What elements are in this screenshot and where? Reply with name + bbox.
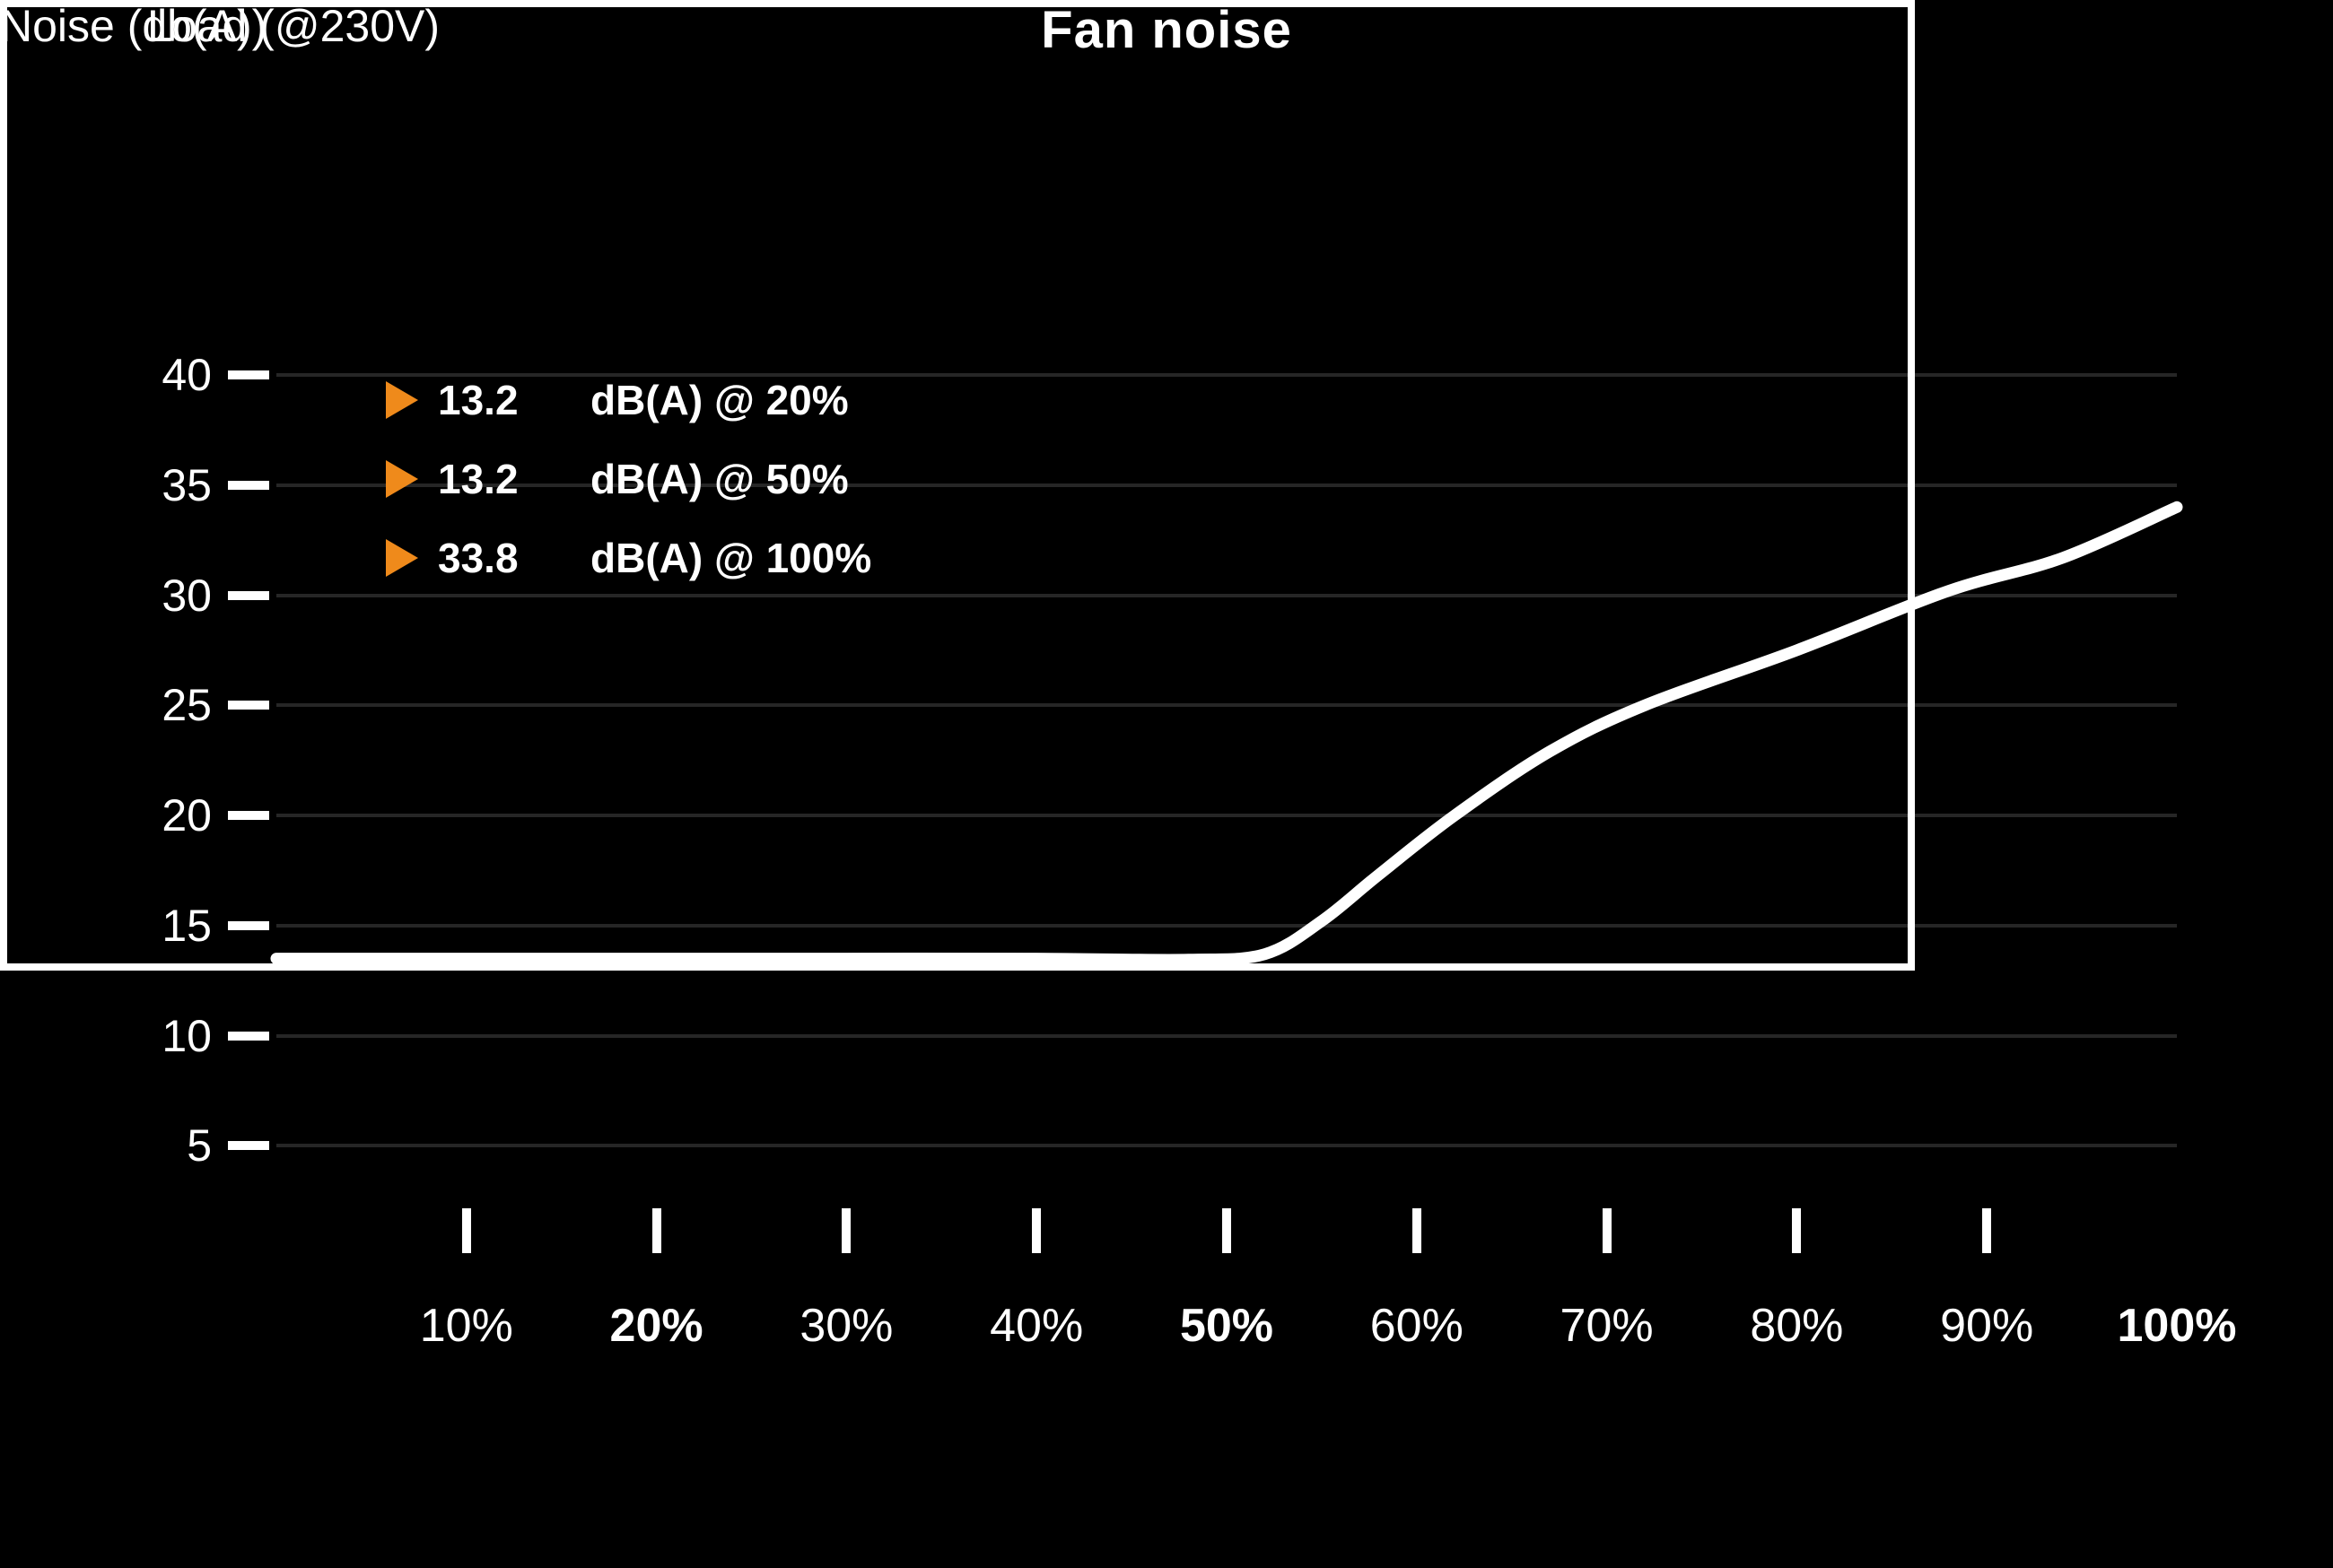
x-tick-label-50%: 50% — [1179, 1300, 1274, 1352]
x-tick-30% — [842, 1208, 852, 1253]
gridline-5 — [276, 1144, 2177, 1148]
x-tick-label-20%: 20% — [609, 1300, 703, 1352]
x-tick-label-60%: 60% — [1369, 1300, 1464, 1352]
y-tick-20 — [228, 811, 269, 820]
legend-label: dB(A) @ 20% — [590, 377, 849, 423]
triangle-marker-icon — [386, 539, 418, 577]
legend-label: dB(A) @ 100% — [590, 535, 872, 581]
y-tick-40 — [228, 370, 269, 379]
gridline-35 — [276, 483, 2177, 487]
triangle-marker-icon — [386, 460, 418, 498]
gridline-40 — [276, 373, 2177, 377]
x-tick-80% — [1792, 1208, 1802, 1253]
y-tick-label-5: 5 — [187, 1120, 212, 1172]
y-tick-label-15: 15 — [162, 900, 212, 951]
x-tick-90% — [1982, 1208, 1992, 1253]
x-tick-label-70%: 70% — [1560, 1300, 1654, 1352]
noise-curve-path — [270, 501, 2183, 966]
x-tick-20% — [651, 1208, 661, 1253]
gridline-20 — [276, 814, 2177, 817]
y-tick-label-30: 30 — [162, 570, 212, 621]
legend-value: 13.2 — [438, 377, 519, 423]
y-tick-label-10: 10 — [162, 1010, 212, 1061]
y-tick-30 — [228, 590, 269, 600]
y-tick-label-35: 35 — [162, 459, 212, 510]
y-tick-25 — [228, 701, 269, 710]
gridline-30 — [276, 593, 2177, 597]
legend-row-3: 33.8 dB(A) @ 100% — [386, 518, 871, 597]
x-axis-title: Load (@230V) — [147, 1, 440, 51]
x-tick-label-40%: 40% — [990, 1300, 1084, 1352]
legend-value: 33.8 — [438, 535, 519, 581]
x-tick-40% — [1032, 1208, 1042, 1253]
y-tick-label-40: 40 — [162, 350, 212, 400]
y-tick-label-20: 20 — [162, 790, 212, 841]
chart-title: Fan noise — [1041, 1, 1292, 59]
x-tick-label-80%: 80% — [1750, 1300, 1844, 1352]
plot-area-border — [0, 0, 1915, 971]
gridline-25 — [276, 703, 2177, 708]
x-tick-50% — [1222, 1208, 1231, 1253]
x-tick-label-100%: 100% — [2117, 1300, 2237, 1352]
gridline-15 — [276, 923, 2177, 928]
x-tick-10% — [461, 1208, 471, 1253]
gridline-10 — [276, 1033, 2177, 1038]
y-tick-10 — [228, 1031, 269, 1041]
triangle-marker-icon — [386, 381, 418, 419]
y-axis-title: Noise (db(A)) — [0, 1, 267, 51]
x-tick-label-90%: 90% — [1940, 1300, 2034, 1352]
y-tick-35 — [228, 480, 269, 490]
legend-label: dB(A) @ 50% — [590, 456, 849, 502]
x-tick-70% — [1602, 1208, 1612, 1253]
y-tick-15 — [228, 920, 269, 930]
x-tick-label-30%: 30% — [800, 1300, 894, 1352]
y-tick-5 — [228, 1141, 269, 1151]
x-tick-label-10%: 10% — [419, 1300, 513, 1352]
legend-row-1: 13.2 dB(A) @ 20% — [386, 361, 871, 440]
y-tick-label-25: 25 — [162, 680, 212, 731]
x-tick-60% — [1411, 1208, 1421, 1253]
legend-row-2: 13.2 dB(A) @ 50% — [386, 440, 871, 518]
legend-value: 13.2 — [438, 456, 519, 502]
legend: 13.2 dB(A) @ 20% 13.2 dB(A) @ 50% 33.8 dB(A) … — [386, 361, 871, 597]
